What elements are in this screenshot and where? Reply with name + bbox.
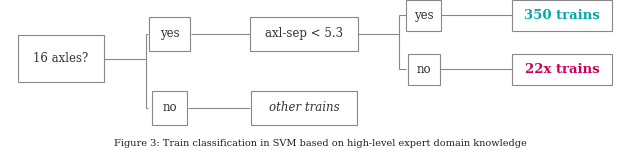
Text: 22x trains: 22x trains <box>525 63 599 76</box>
FancyBboxPatch shape <box>17 35 104 82</box>
Text: yes: yes <box>160 27 179 40</box>
Text: no: no <box>163 101 177 114</box>
FancyBboxPatch shape <box>251 91 357 125</box>
Text: yes: yes <box>414 9 433 22</box>
FancyBboxPatch shape <box>408 54 440 85</box>
FancyBboxPatch shape <box>512 0 612 31</box>
FancyBboxPatch shape <box>149 17 191 51</box>
Text: 16 axles?: 16 axles? <box>33 52 88 65</box>
FancyBboxPatch shape <box>250 17 358 51</box>
FancyBboxPatch shape <box>152 91 188 125</box>
Text: 350 trains: 350 trains <box>524 9 600 22</box>
FancyBboxPatch shape <box>512 54 612 85</box>
FancyBboxPatch shape <box>406 0 442 31</box>
Text: axl-sep < 5.3: axl-sep < 5.3 <box>265 27 343 40</box>
Text: no: no <box>417 63 431 76</box>
Text: Figure 3: Train classification in SVM based on high-level expert domain knowledg: Figure 3: Train classification in SVM ba… <box>114 139 526 148</box>
Text: other trains: other trains <box>269 101 339 114</box>
